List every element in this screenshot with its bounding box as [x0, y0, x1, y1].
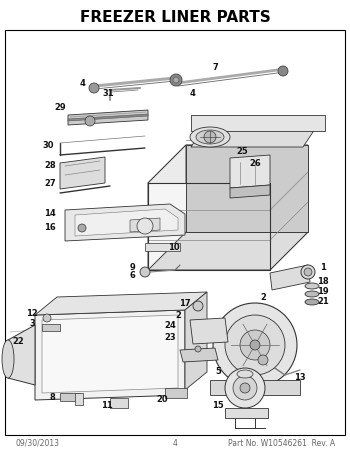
Polygon shape: [270, 265, 310, 290]
Text: 29: 29: [54, 103, 66, 112]
Text: 4: 4: [79, 79, 85, 88]
Text: 20: 20: [156, 395, 168, 405]
Text: 21: 21: [317, 298, 329, 307]
Circle shape: [240, 383, 250, 393]
Circle shape: [173, 77, 179, 83]
Polygon shape: [8, 325, 35, 385]
Bar: [5, 30, 345, 435]
Text: 16: 16: [44, 223, 56, 232]
Bar: [191, 115, 325, 131]
Polygon shape: [75, 209, 178, 236]
Bar: [165, 388, 187, 398]
Text: 4: 4: [189, 90, 195, 98]
Text: 5: 5: [215, 367, 221, 376]
Text: 1: 1: [320, 264, 326, 273]
Circle shape: [258, 355, 268, 365]
Text: 2: 2: [175, 312, 181, 321]
Text: 3: 3: [29, 319, 35, 328]
Polygon shape: [35, 310, 185, 400]
Text: 19: 19: [317, 288, 329, 297]
Polygon shape: [130, 218, 160, 232]
Text: 7: 7: [212, 63, 218, 72]
Polygon shape: [185, 292, 207, 390]
Circle shape: [78, 224, 86, 232]
Text: 30: 30: [42, 140, 54, 149]
Text: FREEZER LINER PARTS: FREEZER LINER PARTS: [80, 10, 270, 25]
Bar: [145, 243, 180, 251]
Circle shape: [89, 83, 99, 93]
Ellipse shape: [305, 299, 319, 305]
Bar: [110, 398, 128, 408]
Bar: [75, 393, 83, 405]
Text: 4: 4: [173, 439, 177, 448]
Text: Part No. W10546261  Rev. A: Part No. W10546261 Rev. A: [228, 439, 335, 448]
Text: 13: 13: [294, 374, 306, 382]
Polygon shape: [186, 145, 308, 232]
Circle shape: [43, 314, 51, 322]
Polygon shape: [148, 145, 186, 270]
Circle shape: [250, 340, 260, 350]
Text: 8: 8: [49, 394, 55, 403]
Polygon shape: [42, 315, 178, 393]
Text: 11: 11: [101, 400, 113, 410]
Text: 9: 9: [129, 262, 135, 271]
Polygon shape: [60, 157, 105, 189]
Polygon shape: [230, 155, 270, 188]
Bar: [60, 393, 80, 401]
Text: 22: 22: [12, 337, 24, 347]
Circle shape: [225, 315, 285, 375]
Text: 10: 10: [168, 244, 180, 252]
Circle shape: [137, 218, 153, 234]
Circle shape: [304, 268, 312, 276]
Polygon shape: [68, 114, 148, 121]
Polygon shape: [68, 110, 148, 125]
Ellipse shape: [305, 291, 319, 297]
Polygon shape: [148, 145, 308, 183]
Circle shape: [233, 376, 257, 400]
Circle shape: [85, 116, 95, 126]
Text: 28: 28: [44, 162, 56, 170]
Circle shape: [170, 74, 182, 86]
Polygon shape: [65, 204, 185, 241]
Circle shape: [301, 265, 315, 279]
Text: 15: 15: [212, 400, 224, 410]
Text: 24: 24: [164, 322, 176, 331]
Circle shape: [225, 368, 265, 408]
Polygon shape: [191, 117, 323, 147]
Text: 17: 17: [179, 299, 191, 308]
Text: 31: 31: [102, 90, 114, 98]
Polygon shape: [180, 348, 218, 362]
Text: 26: 26: [249, 159, 261, 168]
Circle shape: [195, 346, 201, 352]
Ellipse shape: [196, 130, 224, 144]
Text: 09/30/2013: 09/30/2013: [15, 439, 59, 448]
Circle shape: [213, 303, 297, 387]
Circle shape: [140, 267, 150, 277]
Polygon shape: [225, 408, 268, 418]
Polygon shape: [190, 318, 228, 344]
Circle shape: [240, 330, 270, 360]
Ellipse shape: [190, 127, 230, 147]
Text: 14: 14: [44, 208, 56, 217]
Text: 23: 23: [164, 333, 176, 342]
Ellipse shape: [237, 370, 253, 378]
Text: 25: 25: [236, 148, 248, 156]
Circle shape: [204, 131, 216, 143]
Text: 12: 12: [26, 309, 38, 318]
Polygon shape: [230, 185, 270, 198]
Bar: [42, 324, 60, 331]
Text: 2: 2: [260, 293, 266, 302]
Circle shape: [278, 66, 288, 76]
Polygon shape: [148, 183, 270, 270]
Circle shape: [193, 301, 203, 311]
Text: 27: 27: [44, 179, 56, 188]
Text: 18: 18: [317, 278, 329, 286]
Polygon shape: [148, 232, 308, 270]
Text: 6: 6: [129, 271, 135, 280]
Polygon shape: [35, 292, 207, 315]
Ellipse shape: [2, 340, 14, 378]
Polygon shape: [270, 145, 308, 270]
Ellipse shape: [305, 283, 319, 289]
Polygon shape: [210, 380, 300, 395]
